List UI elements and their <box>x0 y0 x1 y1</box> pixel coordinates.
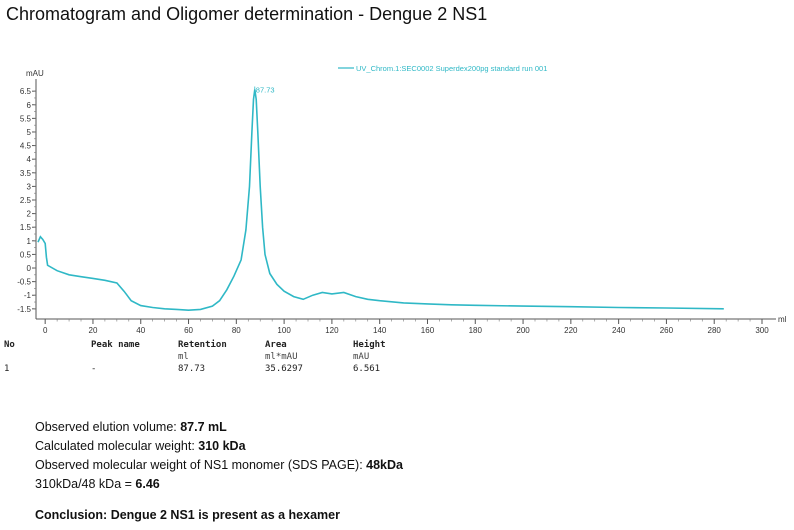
page-title: Chromatogram and Oligomer determination … <box>6 4 488 24</box>
note-value: 87.7 mL <box>180 420 227 434</box>
col-header-height: Height <box>353 340 386 350</box>
y-tick-label: 5 <box>27 128 32 137</box>
col-header-area: Area <box>265 340 287 350</box>
y-tick-label: 3.5 <box>20 169 32 178</box>
x-tick-label: 260 <box>660 326 674 335</box>
note-ratio: 310kDa/48 kDa = 6.46 <box>35 475 403 494</box>
x-tick-label: 140 <box>373 326 387 335</box>
x-tick-label: 240 <box>612 326 626 335</box>
conclusion-text: Conclusion: Dengue 2 NS1 is present as a… <box>35 508 340 522</box>
x-tick-label: 120 <box>325 326 339 335</box>
x-tick-label: 220 <box>564 326 578 335</box>
y-tick-label: -1.5 <box>17 305 31 314</box>
x-tick-label: 300 <box>755 326 769 335</box>
x-tick-label: 20 <box>89 326 98 335</box>
y-tick-label: 0.5 <box>20 250 32 259</box>
cell-peak-name: - <box>91 364 97 374</box>
x-tick-label: 100 <box>277 326 291 335</box>
x-tick-label: 280 <box>708 326 722 335</box>
y-tick-label: -0.5 <box>17 278 31 287</box>
y-tick-label: 6 <box>27 101 32 110</box>
x-tick-label: 200 <box>516 326 530 335</box>
x-axis: 0 20 40 60 80 100 120 140 160 180 200 220 240 260 280 3… <box>36 318 776 335</box>
y-tick-label: 2 <box>27 210 32 219</box>
note-value: 6.46 <box>135 477 160 491</box>
y-axis-label: mAU <box>26 69 44 78</box>
y-tick-label: 1 <box>27 237 32 246</box>
chromatogram-chart: -1.5 -1 -0.5 0 0.5 1 1.5 2 2.5 3 3.5 4 4.5 5 5.5 6 6.5 0… <box>17 64 787 335</box>
unit-area: ml*mAU <box>265 352 298 362</box>
x-tick-label: 180 <box>469 326 483 335</box>
unit-retention: ml <box>178 352 189 362</box>
x-tick-label: 0 <box>43 326 48 335</box>
col-header-peak-name: Peak name <box>91 340 140 350</box>
chart-legend: UV_Chrom.1:SEC0002 Superdex200pg standar… <box>338 64 547 73</box>
note-label: Observed molecular weight of NS1 monomer… <box>35 458 367 472</box>
note-label: Observed elution volume: <box>35 420 181 434</box>
note-value: 48kDa <box>366 458 403 472</box>
note-label: 310kDa/48 kDa = <box>35 477 136 491</box>
peak-annotations: 87.73 <box>254 86 275 95</box>
y-tick-label: 5.5 <box>20 114 32 123</box>
note-monomer-weight: Observed molecular weight of NS1 monomer… <box>35 456 403 475</box>
y-tick-label: 4 <box>27 155 32 164</box>
y-axis: -1.5 -1 -0.5 0 0.5 1 1.5 2 2.5 3 3.5 4 4.5 5 5.5 6 6.5 <box>17 79 37 319</box>
x-tick-label: 60 <box>184 326 193 335</box>
results-notes: Observed elution volume: 87.7 mL Calcula… <box>35 418 403 494</box>
y-tick-label: 0 <box>27 264 32 273</box>
y-tick-label: 1.5 <box>20 223 32 232</box>
cell-retention: 87.73 <box>178 364 206 374</box>
cell-height: 6.561 <box>353 364 381 374</box>
unit-height: mAU <box>353 352 370 362</box>
col-header-retention: Retention <box>178 340 227 350</box>
cell-no: 1 <box>4 364 10 374</box>
legend-label: UV_Chrom.1:SEC0002 Superdex200pg standar… <box>356 64 547 73</box>
note-elution-volume: Observed elution volume: 87.7 mL <box>35 418 403 437</box>
chromatogram-trace <box>37 89 724 312</box>
y-tick-label: 2.5 <box>20 196 32 205</box>
x-tick-label: 160 <box>421 326 435 335</box>
y-tick-label: 4.5 <box>20 142 32 151</box>
note-label: Calculated molecular weight: <box>35 439 199 453</box>
y-tick-label: 6.5 <box>20 87 32 96</box>
y-tick-label: 3 <box>27 182 32 191</box>
cell-area: 35.6297 <box>265 364 303 374</box>
x-axis-label: ml <box>778 315 787 324</box>
x-tick-label: 40 <box>136 326 145 335</box>
peak-annotation-label: 87.73 <box>256 86 275 95</box>
note-molecular-weight: Calculated molecular weight: 310 kDa <box>35 437 403 456</box>
x-tick-label: 80 <box>232 326 241 335</box>
note-value: 310 kDa <box>198 439 246 453</box>
col-header-no: No <box>4 340 15 350</box>
y-tick-label: -1 <box>24 291 32 300</box>
